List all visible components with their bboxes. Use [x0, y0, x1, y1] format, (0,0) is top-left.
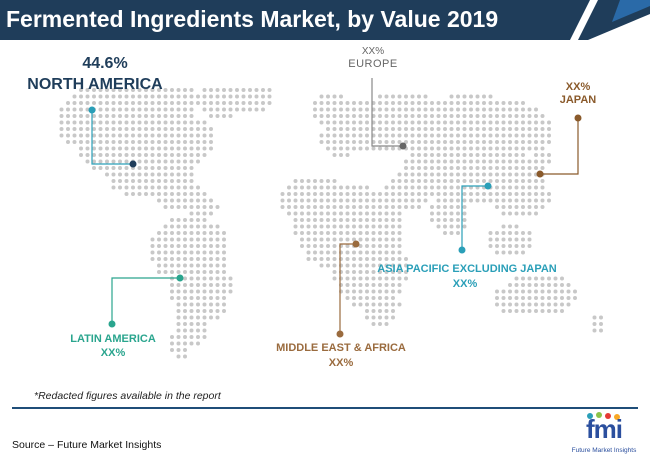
north-america-callout — [88, 106, 137, 168]
europe-callout — [371, 78, 407, 150]
redaction-note: *Redacted figures available in the repor… — [34, 390, 221, 402]
logo-dots — [587, 412, 620, 420]
page-title: Fermented Ingredients Market, by Value 2… — [6, 6, 499, 32]
europe-value: XX% — [361, 46, 385, 57]
latin-america-callout — [108, 274, 184, 328]
latin-america-value: XX% — [100, 347, 126, 359]
latin-america-label: LATIN AMERICA — [70, 333, 156, 345]
mea-label: MIDDLE EAST & AFRICA — [276, 342, 406, 354]
japan-callout — [536, 114, 582, 178]
asia-pacific-value: XX% — [452, 278, 478, 290]
title-banner: Fermented Ingredients Market, by Value 2… — [0, 0, 650, 44]
title-banner-shape — [0, 0, 650, 40]
europe-label: EUROPE — [348, 58, 398, 70]
divider — [12, 407, 638, 409]
logo-subtitle: Future Market Insights — [571, 447, 637, 454]
japan-label: JAPAN — [559, 94, 597, 106]
source-text: Source – Future Market Insights — [12, 439, 162, 451]
logo-wordmark: fmi — [586, 414, 623, 444]
mea-value: XX% — [328, 357, 354, 369]
fmi-logo: fmi Future Market Insights — [566, 410, 642, 462]
world-dot-map — [59, 78, 603, 359]
map-dots — [59, 88, 603, 359]
north-america-label: NORTH AMERICA — [27, 76, 163, 93]
asia-pacific-label: ASIA PACIFIC EXCLUDING JAPAN — [377, 263, 557, 275]
north-america-value: 44.6% — [82, 55, 128, 72]
japan-value: XX% — [565, 81, 591, 93]
asia-pacific-callout — [458, 182, 492, 254]
mea-callout — [336, 240, 360, 338]
